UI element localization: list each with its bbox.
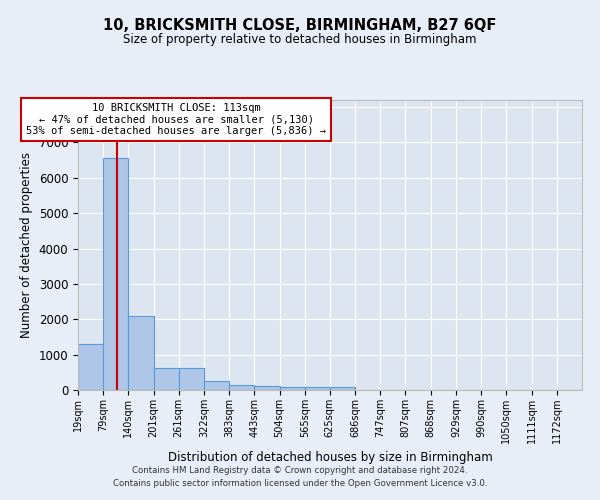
Bar (204, 381, 229, 390)
Bar (280, 388, 305, 390)
Bar (103, 158, 128, 390)
Y-axis label: Number of detached properties: Number of detached properties (20, 152, 33, 338)
Bar (154, 368, 179, 390)
Text: Size of property relative to detached houses in Birmingham: Size of property relative to detached ho… (123, 32, 477, 46)
Bar (254, 386, 280, 390)
Text: 10 BRICKSMITH CLOSE: 113sqm
← 47% of detached houses are smaller (5,130)
53% of : 10 BRICKSMITH CLOSE: 113sqm ← 47% of det… (26, 103, 326, 136)
Bar (128, 316, 154, 390)
Bar (305, 388, 330, 390)
Bar (78, 344, 103, 390)
Bar (330, 388, 355, 390)
Text: 10, BRICKSMITH CLOSE, BIRMINGHAM, B27 6QF: 10, BRICKSMITH CLOSE, BIRMINGHAM, B27 6Q… (103, 18, 497, 32)
Bar (179, 368, 204, 390)
Bar (229, 385, 254, 390)
Text: Contains HM Land Registry data © Crown copyright and database right 2024.
Contai: Contains HM Land Registry data © Crown c… (113, 466, 487, 487)
Text: Distribution of detached houses by size in Birmingham: Distribution of detached houses by size … (167, 451, 493, 464)
